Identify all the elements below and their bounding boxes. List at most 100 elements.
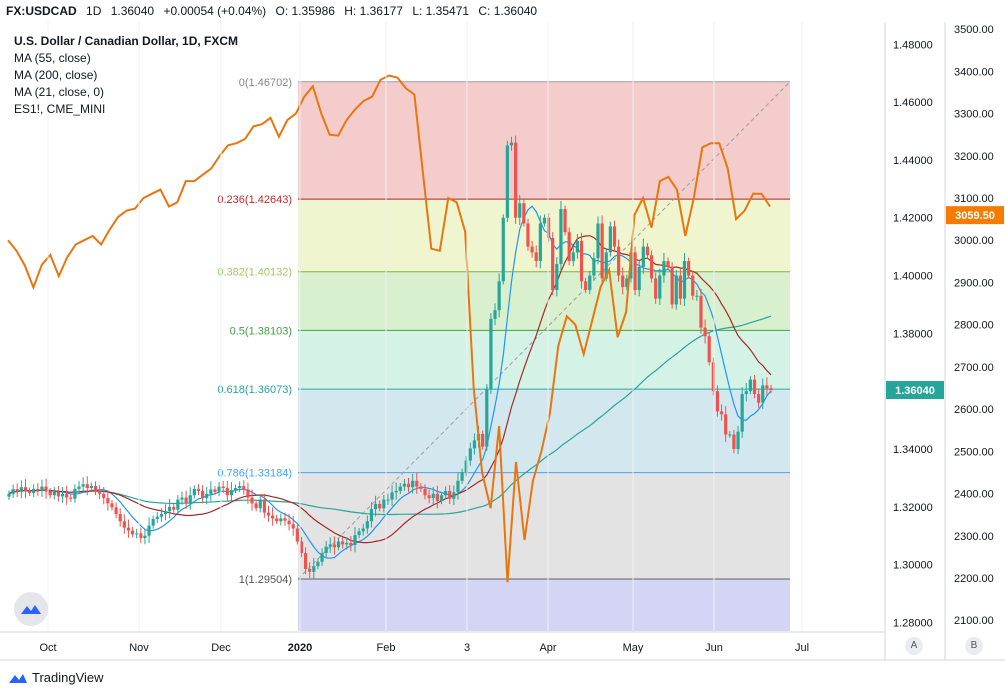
- candle-body-111: [464, 460, 468, 473]
- price-tick-2: 1.44000: [893, 155, 933, 167]
- candle-body-42: [180, 497, 184, 500]
- candle-body-3: [19, 487, 23, 492]
- candle-body-174: [724, 414, 728, 435]
- candle-body-182: [757, 394, 761, 403]
- candle-body-115: [481, 433, 485, 447]
- candle-body-146: [608, 226, 612, 253]
- candle-body-50: [213, 489, 217, 492]
- candle-body-37: [159, 514, 163, 517]
- price-chart[interactable]: 0(1.46702) 0.236(1.42643) 0.382(1.40132) 0.…: [0, 0, 1005, 668]
- symbol-name[interactable]: FX:USDCAD: [6, 4, 77, 18]
- time-tick-3: 2020: [288, 642, 312, 654]
- candle-body-17: [77, 486, 81, 489]
- candle-body-118: [493, 310, 497, 319]
- candle-body-28: [122, 521, 126, 528]
- fib-label-0: 0(1.46702): [239, 77, 292, 89]
- candle-body-168: [699, 295, 703, 328]
- fib-zone-2: [298, 271, 790, 331]
- candle-body-105: [439, 495, 444, 502]
- candle-body-144: [600, 223, 604, 279]
- last-price-label: 1.36040: [895, 385, 935, 397]
- candle-body-87: [365, 521, 369, 529]
- fib-zone-1: [298, 199, 790, 272]
- candle-body-113: [472, 440, 477, 449]
- candle-body-159: [662, 261, 666, 276]
- candle-body-48: [205, 493, 209, 499]
- es-tick-6: 2900.00: [954, 277, 994, 289]
- candle-body-147: [612, 226, 617, 247]
- candle-body-138: [575, 240, 580, 253]
- ma200-line: [8, 315, 772, 516]
- legend-ma55[interactable]: MA (55, close): [14, 51, 91, 65]
- interval[interactable]: 1D: [86, 4, 102, 18]
- time-tick-4: Feb: [377, 642, 396, 654]
- candle-body-29: [126, 527, 131, 531]
- time-tick-1: Nov: [129, 642, 149, 654]
- candle-body-83: [349, 542, 353, 545]
- candle-body-60: [254, 503, 258, 509]
- candle-body-40: [172, 506, 176, 510]
- time-tick-0: Oct: [39, 642, 56, 654]
- legend-ma200[interactable]: MA (200, close): [14, 68, 98, 82]
- fib-zone-0: [298, 81, 790, 200]
- candle-body-156: [649, 255, 654, 279]
- candle-body-75: [316, 561, 320, 567]
- open-value: O: 1.35986: [275, 4, 335, 18]
- es-tick-14: 2100.00: [954, 615, 994, 627]
- candle-body-167: [695, 295, 699, 297]
- candle-body-130: [542, 217, 547, 224]
- price-tick-7: 1.34000: [893, 444, 933, 456]
- candle-body-71: [299, 541, 304, 554]
- candle-body-6: [32, 488, 36, 493]
- candle-body-27: [118, 514, 122, 522]
- footer-bar: TradingView A B: [0, 637, 1005, 689]
- es-tick-11: 2400.00: [954, 489, 994, 501]
- axis-b-button[interactable]: B: [965, 637, 983, 655]
- candle-body-124: [518, 203, 522, 218]
- candle-body-61: [258, 499, 262, 509]
- candle-body-92: [386, 499, 390, 501]
- candle-body-136: [567, 232, 571, 262]
- legend-ma21[interactable]: MA (21, close, 0): [14, 85, 105, 99]
- candle-body-165: [687, 261, 691, 276]
- es-tick-10: 2500.00: [954, 446, 994, 458]
- candle-body-166: [691, 275, 695, 296]
- candle-body-57: [242, 486, 246, 490]
- es-tick-4: 3100.00: [954, 193, 994, 205]
- candle-body-70: [295, 528, 299, 542]
- candle-body-12: [56, 491, 61, 497]
- candle-body-89: [373, 503, 378, 510]
- last-price: 1.36040: [110, 4, 155, 18]
- candle-body-14: [65, 493, 69, 498]
- candle-body-180: [748, 379, 753, 392]
- candle-body-116: [485, 388, 489, 447]
- candle-body-54: [229, 490, 234, 496]
- candle-body-7: [36, 488, 40, 491]
- fib-zone-5: [298, 472, 790, 579]
- candle-body-26: [114, 507, 118, 515]
- candle-body-77: [324, 546, 328, 554]
- candlesticks: [7, 135, 773, 580]
- candle-body-19: [85, 484, 89, 489]
- candle-body-52: [221, 486, 225, 489]
- fib-label-5: 0.786(1.33184): [217, 468, 292, 480]
- axis-a-button[interactable]: A: [905, 637, 923, 655]
- candle-body-162: [674, 275, 678, 305]
- candle-body-63: [266, 512, 271, 516]
- chart-legend: U.S. Dollar / Canadian Dollar, 1D, FXCM …: [14, 33, 238, 118]
- candle-body-150: [625, 278, 629, 288]
- candle-body-76: [320, 553, 324, 562]
- candle-body-142: [592, 258, 596, 276]
- candle-body-84: [353, 535, 357, 545]
- candle-body-24: [106, 498, 110, 504]
- legend-es[interactable]: ES1!, CME_MINI: [14, 102, 106, 116]
- tradingview-logo[interactable]: TradingView: [8, 670, 104, 685]
- candle-body-141: [588, 275, 592, 290]
- candle-body-134: [559, 209, 563, 264]
- price-tick-5: 1.38000: [893, 328, 933, 340]
- candle-body-41: [176, 499, 180, 510]
- candle-body-88: [369, 509, 374, 522]
- candle-body-82: [345, 542, 349, 545]
- candle-body-184: [765, 385, 769, 389]
- candle-body-107: [448, 490, 452, 499]
